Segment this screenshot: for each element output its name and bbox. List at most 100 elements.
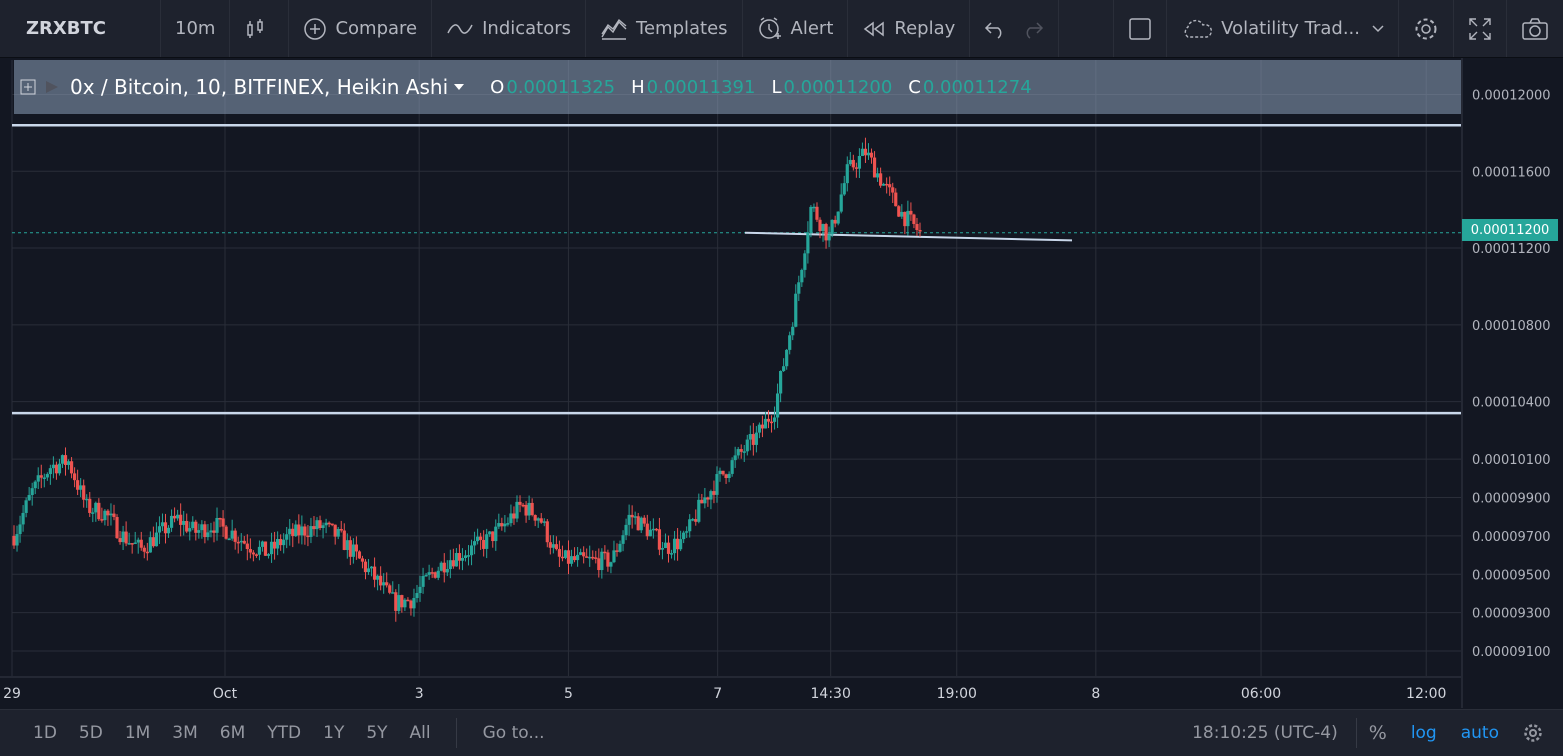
candle-body bbox=[760, 424, 765, 429]
candle-body bbox=[82, 485, 86, 500]
time-axis[interactable]: 29 Oct 3 5 7 14:30 19:00 8 06:00 12:00 bbox=[0, 676, 1461, 702]
range-3m[interactable]: 3M bbox=[172, 723, 198, 743]
chart-style-button[interactable] bbox=[230, 0, 290, 57]
settings-button[interactable] bbox=[1399, 0, 1454, 57]
candle-body bbox=[257, 546, 262, 555]
candle-body bbox=[176, 514, 180, 519]
candle-body bbox=[366, 568, 371, 573]
candle-body bbox=[909, 210, 913, 215]
compare-label: Compare bbox=[335, 18, 418, 39]
candle-body bbox=[118, 538, 122, 543]
candle-body bbox=[503, 523, 507, 527]
candle-body bbox=[679, 539, 683, 550]
camera-icon bbox=[1521, 17, 1549, 41]
candle-body bbox=[339, 528, 343, 531]
candle-body bbox=[463, 555, 468, 559]
candle-body bbox=[324, 522, 328, 526]
time-tick-label: 29 bbox=[3, 686, 21, 702]
auto-toggle[interactable]: auto bbox=[1460, 723, 1499, 743]
price-tick-label: 0.00009500 bbox=[1472, 568, 1551, 583]
candle-body bbox=[169, 515, 174, 528]
candle-body bbox=[185, 520, 189, 532]
candle-body bbox=[388, 585, 392, 593]
high-value: 0.00011391 bbox=[646, 76, 756, 98]
candle-body bbox=[885, 183, 889, 186]
compare-button[interactable]: Compare bbox=[289, 0, 433, 57]
candle-body bbox=[212, 530, 216, 533]
price-tick-label: 0.00010100 bbox=[1472, 453, 1551, 468]
candle-body bbox=[357, 551, 362, 559]
candle-body bbox=[615, 550, 619, 552]
range-5y[interactable]: 5Y bbox=[366, 723, 388, 743]
undo-button[interactable] bbox=[970, 0, 1060, 57]
candle-body bbox=[724, 474, 728, 479]
legend-flag-icon bbox=[44, 79, 60, 95]
series-title[interactable]: 0x / Bitcoin, 10, BITFINEX, Heikin Ashi bbox=[70, 75, 449, 99]
candle-body bbox=[191, 521, 195, 529]
candle-body bbox=[597, 558, 601, 571]
candle-body bbox=[779, 370, 783, 394]
fullscreen-button[interactable] bbox=[1454, 0, 1507, 57]
candle-body bbox=[897, 206, 901, 217]
price-chart[interactable]: 0.00012000 0.00011600 0.00011200 0.00010800… bbox=[0, 58, 1563, 708]
candle-body bbox=[285, 534, 289, 540]
candle-body bbox=[860, 148, 865, 156]
range-5d[interactable]: 5D bbox=[78, 723, 103, 743]
candle-body bbox=[342, 530, 346, 550]
chart-area[interactable]: 0.00012000 0.00011600 0.00011200 0.00010800… bbox=[0, 58, 1563, 708]
chart-settings-gear-icon[interactable] bbox=[1511, 723, 1563, 743]
candle-body bbox=[242, 540, 246, 544]
symbol-search-button[interactable]: ZRXBTC bbox=[0, 0, 161, 57]
snapshot-button[interactable] bbox=[1507, 0, 1563, 57]
candle-body bbox=[688, 519, 692, 532]
candle-body bbox=[376, 575, 380, 580]
candle-body bbox=[524, 504, 528, 516]
candle-body bbox=[291, 528, 295, 537]
candle-body bbox=[854, 167, 858, 169]
clock-timezone[interactable]: 18:10:25 (UTC-4) bbox=[1192, 723, 1338, 743]
time-tick-label: 19:00 bbox=[937, 686, 977, 702]
interval-button[interactable]: 10m bbox=[161, 0, 231, 57]
candle-body bbox=[591, 556, 595, 559]
log-toggle[interactable]: log bbox=[1410, 723, 1437, 743]
candle-body bbox=[215, 517, 219, 533]
replay-button[interactable]: Replay bbox=[848, 0, 971, 57]
candle-body bbox=[172, 515, 177, 519]
range-ytd[interactable]: YTD bbox=[267, 723, 302, 743]
layout-dropdown[interactable]: Volatility Trad... bbox=[1167, 0, 1399, 57]
candle-body bbox=[542, 521, 546, 523]
alert-button[interactable]: Alert bbox=[743, 0, 849, 57]
range-6m[interactable]: 6M bbox=[219, 723, 246, 743]
range-1d[interactable]: 1D bbox=[33, 723, 57, 743]
candle-body bbox=[139, 539, 143, 548]
candle-body bbox=[888, 184, 892, 188]
indicators-button[interactable]: Indicators bbox=[432, 0, 587, 57]
candle-body bbox=[136, 539, 140, 543]
candle-body bbox=[318, 520, 322, 529]
candle-body bbox=[466, 555, 471, 557]
templates-button[interactable]: Templates bbox=[586, 0, 743, 57]
candle-body bbox=[69, 461, 74, 474]
goto-button[interactable]: Go to... bbox=[482, 723, 545, 743]
range-1y[interactable]: 1Y bbox=[323, 723, 345, 743]
redo-icon[interactable] bbox=[1022, 19, 1044, 39]
candle-body bbox=[66, 461, 71, 465]
candle-body bbox=[397, 595, 401, 611]
range-all[interactable]: All bbox=[409, 723, 431, 743]
candle-body bbox=[882, 183, 886, 186]
fullscreen-toggle-button[interactable] bbox=[1113, 0, 1168, 57]
candle-body bbox=[412, 598, 416, 609]
series-dropdown-icon[interactable] bbox=[454, 84, 465, 90]
horizontal-levels[interactable] bbox=[12, 123, 1461, 415]
candle-body bbox=[712, 491, 716, 495]
legend-collapse-icon[interactable] bbox=[20, 79, 36, 95]
trend-line[interactable] bbox=[744, 231, 1073, 242]
candle-body bbox=[906, 210, 910, 227]
candle-body bbox=[251, 552, 255, 555]
candle-body bbox=[469, 545, 474, 556]
range-1m[interactable]: 1M bbox=[124, 723, 151, 743]
percent-toggle[interactable]: % bbox=[1368, 722, 1387, 744]
candle-body bbox=[733, 455, 737, 461]
candle-body bbox=[533, 514, 537, 521]
price-axis[interactable]: 0.00012000 0.00011600 0.00011200 0.00010800… bbox=[1461, 58, 1551, 708]
